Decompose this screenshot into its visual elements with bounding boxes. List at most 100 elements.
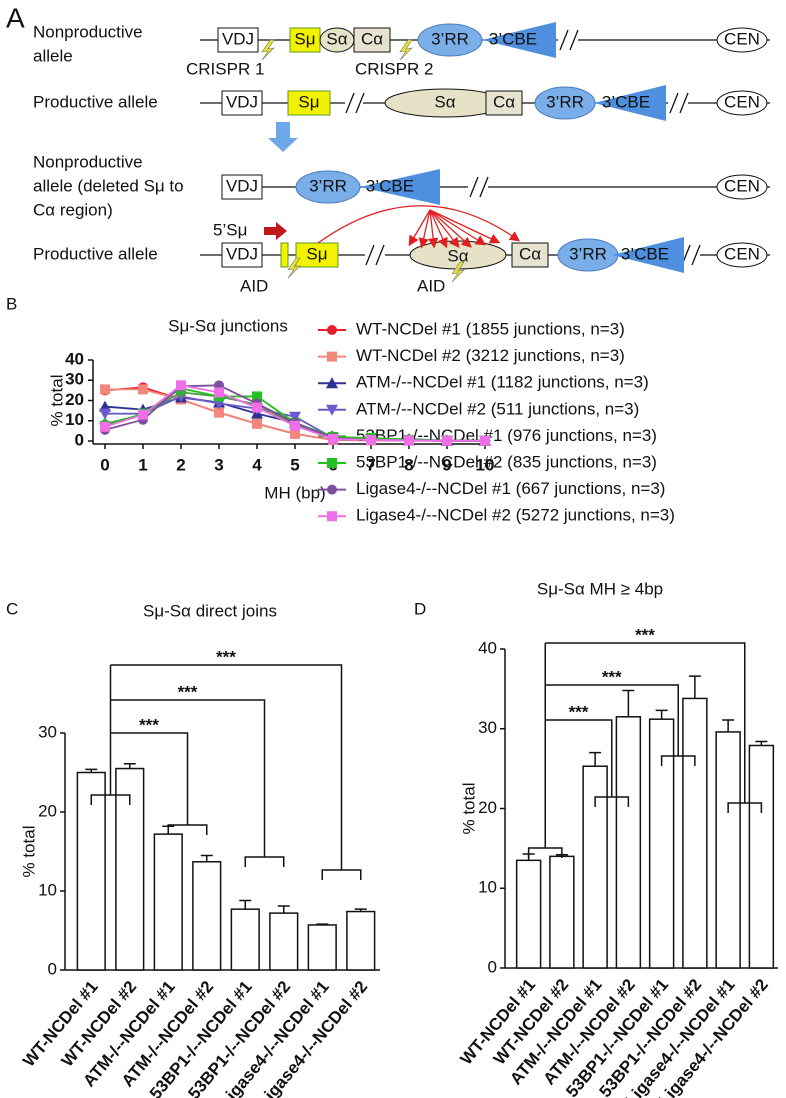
bracket (110, 732, 189, 825)
c-alpha (511, 242, 549, 268)
marker (138, 409, 148, 420)
y-tick-label: 20 (38, 801, 57, 820)
bracket (321, 869, 362, 880)
part: 3’CBE (602, 92, 650, 111)
y-tick-label: 40 (478, 638, 497, 657)
y-tick-label: 30 (478, 718, 497, 737)
part: 3’RR (309, 176, 347, 195)
marker (326, 377, 338, 389)
s-mu-fragment (280, 242, 289, 268)
break (345, 92, 689, 114)
break (469, 176, 489, 198)
cbe (360, 169, 440, 205)
row-label: Productive allele (33, 244, 158, 263)
cen (716, 174, 768, 200)
part: VDJ (222, 29, 254, 48)
marker (100, 421, 110, 432)
marker (289, 411, 301, 423)
part: 3’CBE (489, 29, 537, 48)
part: VDJ (226, 92, 258, 111)
legend-label: 53BP1-/--NCDel #1 (976 junctions, n=3) (356, 426, 657, 445)
chart-title: Sμ-Sα junctions (168, 316, 288, 335)
marker (327, 484, 337, 495)
legend-label: Ligase4-/--NCDel #2 (5272 junctions, n=3… (356, 506, 675, 525)
marker (214, 407, 224, 418)
aid-site (287, 257, 301, 279)
chart-title: Sμ-Sα direct joins (143, 601, 277, 620)
significance: *** (635, 625, 655, 644)
legend-label: ATM-/--NCDel #1 (1182 junctions, n=3) (356, 373, 649, 392)
aid-site (451, 261, 465, 283)
bar (549, 855, 575, 969)
cbe (482, 22, 556, 58)
legend-label: 53BP1-/--NCDel #2 (835 junctions, n=3) (356, 452, 657, 471)
cen (716, 242, 768, 268)
significance: *** (602, 667, 622, 686)
y-axis-label: % total (459, 783, 478, 835)
y-tick-label: 20 (65, 390, 84, 409)
part: CEN (724, 244, 760, 263)
y-tick-label: 10 (478, 878, 497, 897)
bar (307, 924, 337, 971)
y-tick-label: 0 (488, 957, 497, 976)
part: 3’RR (569, 244, 607, 263)
marker (480, 435, 490, 446)
marker (328, 433, 338, 444)
error-bar (354, 908, 367, 912)
error-bar (200, 854, 213, 862)
significance: *** (569, 702, 589, 721)
bracket (545, 684, 679, 756)
part: Sα (447, 246, 468, 265)
s-mu (295, 242, 339, 268)
x-tick-label: 8 (404, 455, 413, 474)
x-tick-label: 9 (442, 455, 451, 474)
y-tick-label: 10 (65, 410, 84, 429)
part: Sμ (306, 244, 327, 263)
error-bar (622, 689, 635, 717)
note: AID (417, 276, 445, 295)
bracket (110, 664, 343, 870)
marker (327, 351, 337, 362)
bar (269, 912, 299, 971)
bar (615, 716, 642, 969)
x-tick-label: 10 (476, 455, 495, 474)
bar (715, 731, 741, 969)
y-tick-label: 0 (48, 959, 57, 978)
error-bar (85, 768, 98, 773)
x-tick-label: 2 (176, 455, 185, 474)
recombination-arrows (317, 205, 521, 249)
part: CEN (724, 29, 760, 48)
y-tick-label: 10 (38, 880, 57, 899)
marker (327, 511, 337, 522)
row-label: Cα region) (33, 200, 113, 219)
x-tick-label: 4 (252, 455, 262, 474)
part: 3’CBE (621, 244, 669, 263)
cbe (612, 237, 684, 273)
legend-label: ATM-/--NCDel #2 (511 junctions, n=3) (356, 399, 639, 418)
significance: *** (178, 682, 198, 701)
x-tick-label: 0 (100, 455, 109, 474)
bar (76, 771, 106, 971)
error-bar (722, 719, 735, 732)
row-label: Nonproductive (33, 152, 143, 171)
panel-label: B (6, 294, 17, 313)
y-tick-label: 0 (75, 430, 84, 449)
c-alpha (353, 27, 391, 53)
s-mu (287, 90, 331, 116)
bar (230, 908, 260, 971)
marker (404, 435, 414, 446)
part: CEN (724, 176, 760, 195)
cut-site (261, 39, 275, 61)
bracket (110, 699, 266, 857)
part: Cα (493, 92, 515, 111)
vdj (221, 174, 263, 200)
y-tick-label: 20 (478, 798, 497, 817)
part: Sμ (294, 29, 315, 48)
bracket (545, 642, 746, 803)
part: VDJ (226, 244, 258, 263)
part: Cα (519, 244, 541, 263)
marker (252, 402, 262, 413)
panel-a: A Nonproductive allele VDJ Sμ Sα Cα 3’RR… (6, 2, 770, 295)
arrow (268, 122, 298, 152)
